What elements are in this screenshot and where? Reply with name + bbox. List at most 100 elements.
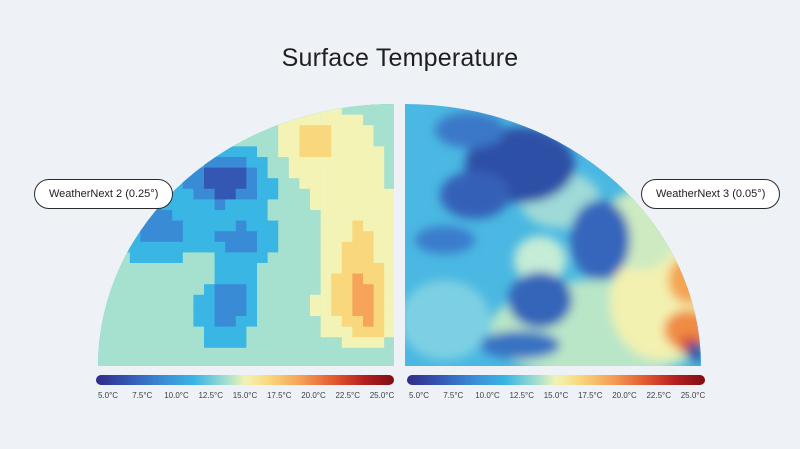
temperature-cell	[267, 231, 279, 243]
temperature-cell	[193, 220, 205, 232]
temperature-cell	[320, 210, 332, 221]
temperature-cell	[225, 220, 237, 232]
temperature-cell	[384, 326, 394, 338]
temperature-cell	[288, 146, 300, 158]
temperature-cell	[352, 284, 364, 296]
temperature-cell	[257, 337, 268, 349]
temperature-cell	[288, 199, 300, 211]
temperature-cell	[384, 167, 394, 179]
temperature-cell	[214, 167, 226, 179]
temperature-cell	[172, 347, 184, 359]
temperature-cell	[373, 167, 385, 179]
temperature-cell	[373, 326, 385, 338]
temperature-cell	[341, 316, 353, 327]
temperature-cell	[320, 252, 332, 264]
temperature-cell	[341, 220, 353, 232]
temperature-cell	[119, 273, 131, 285]
temperature-cell	[204, 252, 215, 264]
temperature-cell	[140, 231, 152, 243]
temperature-cell	[363, 294, 374, 306]
temperature-cell	[235, 125, 247, 137]
temperature-cell	[278, 241, 290, 253]
temperature-cell	[235, 337, 247, 349]
temperature-cell	[98, 157, 109, 168]
temperature-cell	[119, 114, 131, 126]
temperature-cell	[331, 114, 343, 126]
temperature-cell	[204, 157, 215, 168]
temperature-cell	[182, 178, 194, 190]
temperature-cell	[299, 157, 311, 168]
temperature-cell	[320, 125, 332, 137]
temperature-cell	[161, 125, 173, 137]
temperature-cell	[214, 178, 226, 190]
temperature-cell	[98, 305, 109, 317]
temperature-cell	[235, 305, 247, 317]
temperature-cell	[140, 241, 152, 253]
temperature-cell	[119, 358, 131, 366]
temperature-cell	[373, 358, 385, 366]
temperature-cell	[257, 326, 268, 338]
colorbar-tick-label: 10.0°C	[164, 391, 189, 400]
temperature-cell	[214, 263, 226, 274]
temperature-cell	[299, 188, 311, 200]
temperature-cell	[352, 358, 364, 366]
temperature-cell	[214, 231, 226, 243]
temperature-cell	[278, 157, 290, 168]
temperature-cell	[331, 294, 343, 306]
temperature-cell	[363, 157, 374, 168]
temperature-cell	[235, 114, 247, 126]
temperature-cell	[310, 125, 321, 137]
temperature-cell	[151, 263, 162, 274]
temperature-cell	[288, 231, 300, 243]
temperature-cell	[172, 326, 184, 338]
temperature-cell	[151, 167, 162, 179]
temperature-cell	[193, 252, 205, 264]
temperature-cell	[288, 316, 300, 327]
temperature-cell	[341, 167, 353, 179]
temperature-cell	[352, 135, 364, 147]
temperature-cell	[172, 252, 184, 264]
temperature-cell	[331, 167, 343, 179]
temperature-cell	[331, 231, 343, 243]
colorbar-tick-label: 12.5°C	[198, 391, 224, 400]
temperature-cell	[352, 241, 364, 253]
temperature-cell	[320, 220, 332, 232]
page-title: Surface Temperature	[281, 44, 519, 72]
temperature-cell	[341, 347, 353, 359]
temperature-cell	[267, 188, 279, 200]
temperature-cell	[204, 294, 215, 306]
temperature-cell	[288, 294, 300, 306]
temperature-cell	[331, 263, 343, 274]
temperature-cell	[108, 231, 120, 243]
temperature-cell	[161, 210, 173, 221]
temperature-cell	[140, 337, 152, 349]
temperature-cell	[129, 220, 141, 232]
colorbar-tick-label: 20.0°C	[612, 391, 637, 400]
temperature-cell	[129, 167, 141, 179]
temperature-cell	[172, 294, 184, 306]
temperature-cell	[225, 114, 237, 126]
temperature-cell	[172, 284, 184, 296]
temperature-cell	[204, 188, 215, 200]
temperature-cell	[257, 252, 268, 264]
temperature-cell	[225, 263, 237, 274]
temperature-cell	[267, 241, 279, 253]
temperature-cell	[193, 178, 205, 190]
temperature-cell	[352, 167, 364, 179]
temperature-cell	[331, 135, 343, 147]
temperature-cell	[352, 220, 364, 232]
temperature-cell	[373, 231, 385, 243]
temperature-cell	[98, 135, 109, 147]
temperature-cell	[172, 157, 184, 168]
temperature-cell	[151, 305, 162, 317]
temperature-cell	[278, 294, 290, 306]
temperature-cell	[257, 146, 268, 158]
temperature-cell	[310, 220, 321, 232]
temperature-cell	[341, 114, 353, 126]
temperature-cell	[129, 273, 141, 285]
temperature-cell	[267, 316, 279, 327]
temperature-cell	[320, 284, 332, 296]
temperature-cell	[108, 114, 120, 126]
temperature-cell	[140, 210, 152, 221]
